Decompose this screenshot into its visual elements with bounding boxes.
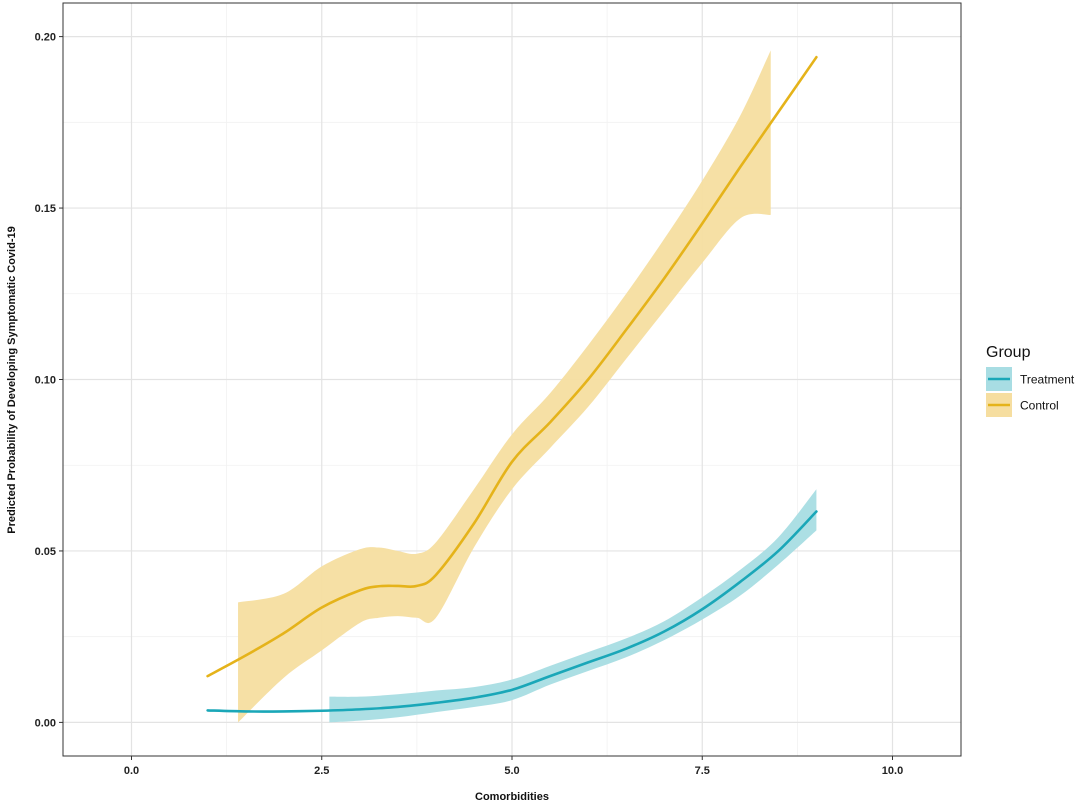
x-axis-ticks: 0.0 2.5 5.0 7.5 10.0	[124, 756, 903, 777]
x-tick-label: 0.0	[124, 765, 139, 777]
control-legend-label: Control	[1020, 399, 1059, 413]
confidence-bands	[238, 50, 817, 723]
y-tick-label: 0.20	[35, 32, 56, 44]
y-axis-ticks: 0.00 0.05 0.10 0.15 0.20	[35, 32, 63, 729]
series-lines	[206, 55, 818, 713]
control-confidence-band	[238, 50, 771, 723]
y-tick-label: 0.00	[35, 717, 56, 729]
x-axis-title: Comorbidities	[475, 791, 549, 803]
legend-title: Group	[986, 344, 1031, 361]
y-tick-label: 0.10	[35, 375, 56, 387]
y-tick-label: 0.15	[35, 203, 56, 215]
treatment-confidence-band	[329, 489, 817, 723]
y-tick-label: 0.05	[35, 546, 56, 558]
control-line	[206, 55, 818, 678]
x-tick-label: 7.5	[695, 765, 710, 777]
x-tick-label: 5.0	[504, 765, 519, 777]
x-tick-label: 10.0	[882, 765, 903, 777]
x-tick-label: 2.5	[314, 765, 329, 777]
treatment-legend-label: Treatment	[1020, 373, 1075, 387]
legend: Group Treatment Control	[986, 344, 1075, 417]
treatment-line	[206, 510, 818, 713]
y-axis-title: Predicted Probability of Developing Symp…	[6, 226, 18, 533]
